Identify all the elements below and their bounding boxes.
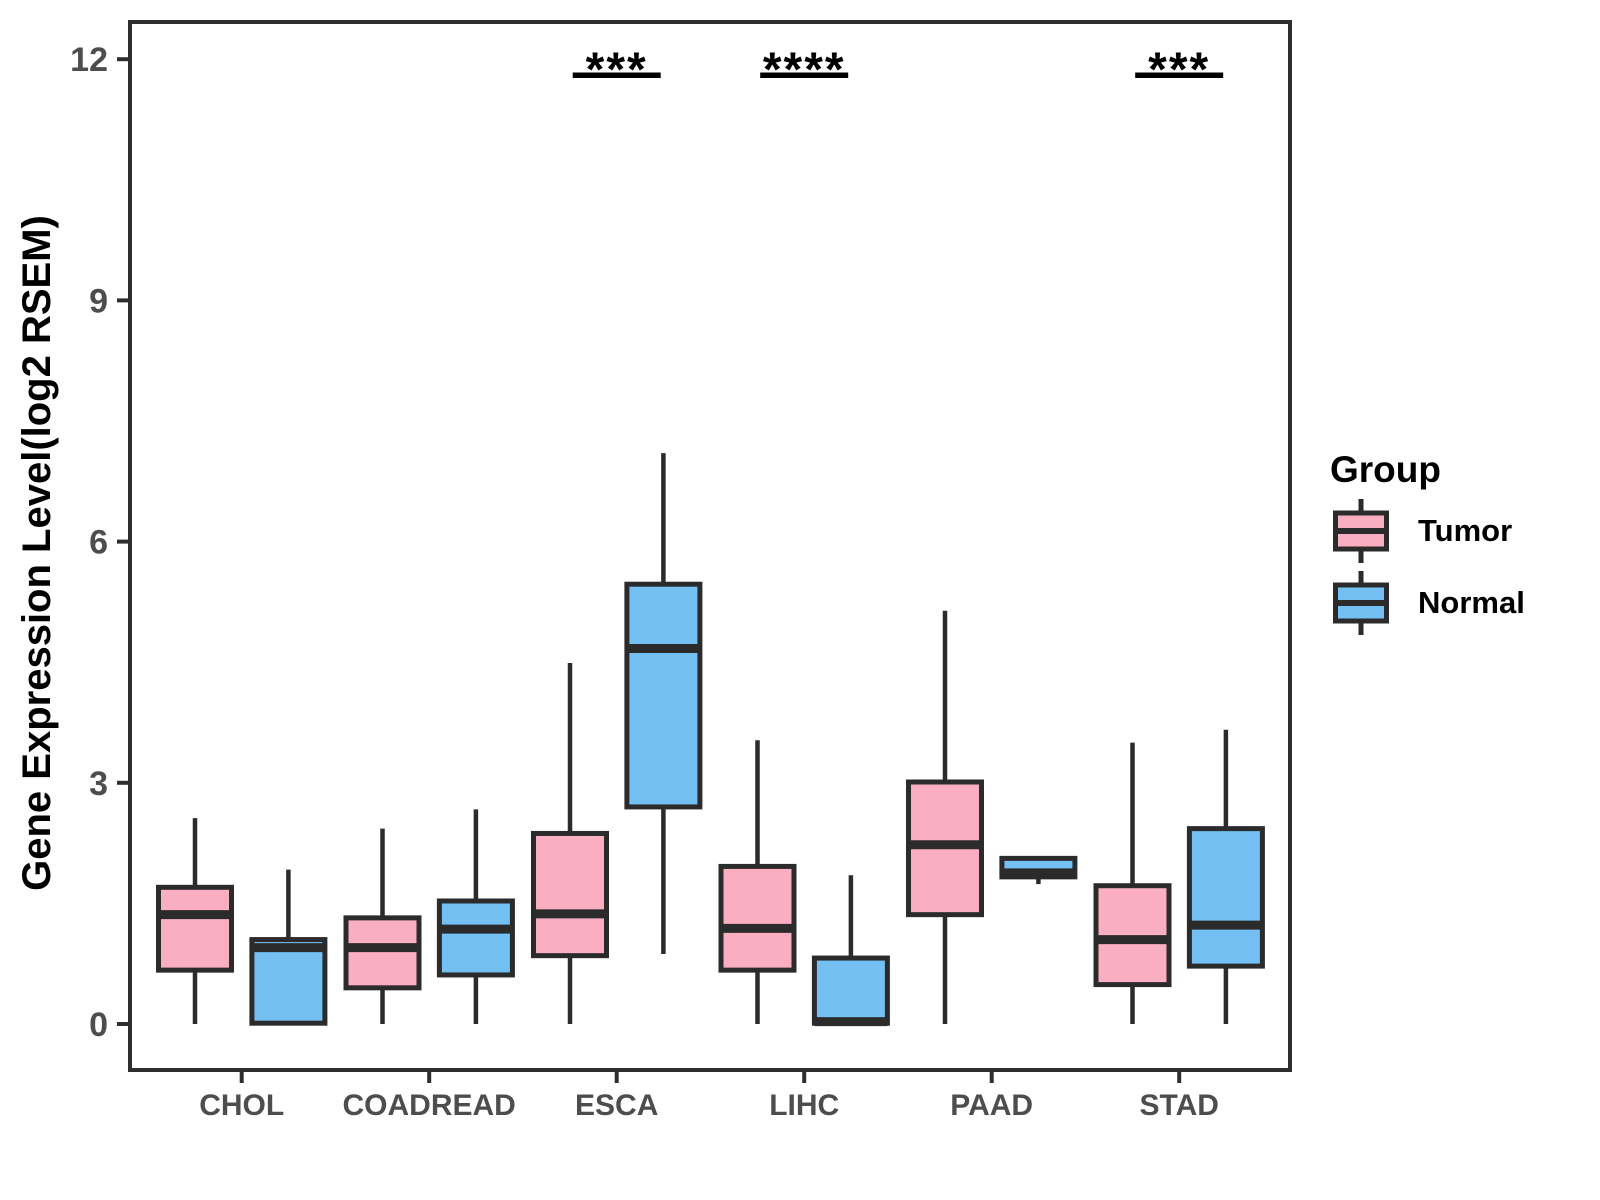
y-axis-tick-label-12: 12	[70, 41, 108, 79]
legend: Group Tumor Normal	[1330, 448, 1525, 636]
box-Tumor-CHOL	[156, 884, 234, 973]
x-axis-tick-label-LIHC: LIHC	[769, 1089, 839, 1122]
box-Tumor-LIHC	[718, 863, 797, 973]
legend-item-normal: Normal	[1330, 570, 1525, 636]
y-axis-tick-label-3: 3	[89, 765, 108, 803]
x-axis-tick-label-PAAD: PAAD	[950, 1089, 1033, 1122]
box-Normal-LIHC	[811, 955, 890, 1026]
y-axis-tick-label-6: 6	[89, 524, 108, 562]
significance-stars-LIHC: ****	[763, 43, 846, 96]
box-Normal-COADREAD	[436, 898, 515, 978]
normal-boxplot-key-icon	[1333, 571, 1389, 635]
y-axis-title: Gene Expression Level(log2 RSEM)	[15, 215, 59, 891]
box-Tumor-ESCA	[531, 830, 609, 959]
x-axis-tick-label-STAD: STAD	[1139, 1089, 1218, 1122]
y-axis-tick-label-9: 9	[89, 282, 108, 320]
tumor-boxplot-key-icon	[1333, 499, 1389, 563]
box-Normal-STAD	[1186, 826, 1265, 969]
legend-label-normal: Normal	[1418, 585, 1525, 620]
box-Normal-ESCA	[624, 581, 703, 810]
legend-label-tumor: Tumor	[1418, 513, 1513, 548]
x-axis-tick-label-CHOL: CHOL	[199, 1089, 284, 1122]
x-axis-tick-label-ESCA: ESCA	[575, 1089, 658, 1122]
significance-stars-STAD: ***	[1148, 43, 1210, 96]
box-Normal-CHOL	[249, 937, 328, 1026]
box-Tumor-COADREAD	[343, 915, 422, 991]
legend-title: Group	[1330, 449, 1441, 490]
legend-item-tumor: Tumor	[1330, 498, 1525, 564]
y-axis-tick-label-0: 0	[89, 1006, 108, 1044]
x-axis-tick-label-COADREAD: COADREAD	[343, 1089, 516, 1122]
panel-border	[128, 20, 1292, 1072]
significance-stars-ESCA: ***	[586, 43, 648, 96]
